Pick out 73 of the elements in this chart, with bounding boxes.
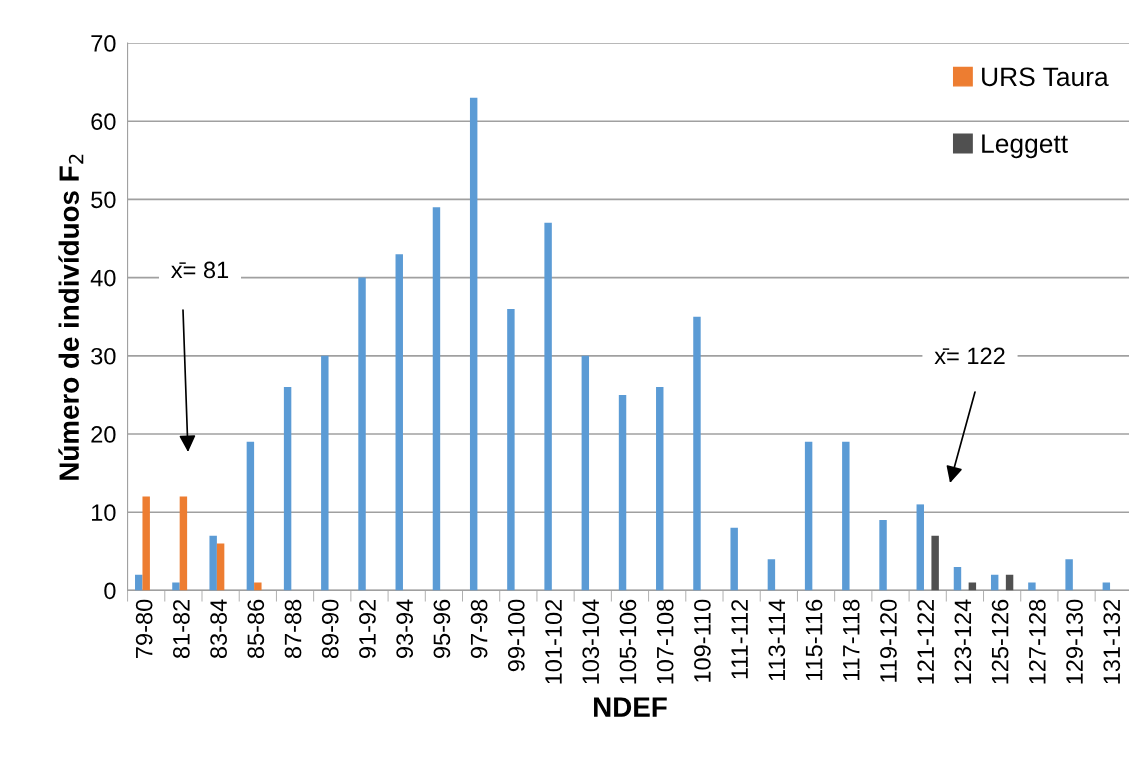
bar [730, 527, 738, 591]
x-tick-label: 93-94 [396, 599, 414, 659]
bar [953, 566, 962, 591]
bar [216, 543, 225, 591]
x-tick-label: 131-132 [1103, 599, 1121, 684]
bar [581, 355, 590, 591]
bar [179, 496, 188, 591]
bar [1065, 559, 1073, 591]
bar [990, 574, 999, 591]
bar [395, 254, 403, 591]
bar [618, 394, 627, 591]
bar [767, 559, 776, 591]
x-tick-label: 97-98 [470, 599, 488, 659]
x-tick-label: 117-118 [842, 599, 860, 681]
x-tick-label: 121-122 [917, 599, 934, 684]
y-tick-label: 0 [104, 582, 116, 600]
bar [916, 504, 924, 591]
bar [544, 222, 552, 591]
x-tick-label: 105-106 [619, 599, 637, 684]
x-tick-label: 101-102 [545, 599, 562, 684]
bar [656, 387, 664, 591]
annotation: x̄= 122 [934, 347, 1005, 365]
x-tick-label: 129-130 [1066, 599, 1083, 684]
x-tick-label: 119-120 [880, 599, 897, 682]
bar [254, 582, 262, 591]
y-tick-label: 60 [91, 113, 116, 130]
bar [469, 97, 478, 591]
x-tick-label: 123-124 [954, 599, 972, 684]
x-tick-label: 103-104 [582, 599, 600, 684]
x-tick-label: 89-90 [321, 599, 339, 659]
x-tick-label: 85-86 [247, 599, 265, 659]
bar [172, 582, 180, 591]
x-tick-label: 115-116 [805, 599, 823, 681]
x-tick-label: 95-96 [433, 599, 451, 659]
bar [1005, 574, 1014, 591]
bar [842, 441, 850, 591]
bar [432, 207, 441, 591]
x-tick-label: 79-80 [135, 599, 153, 658]
x-tick-label: 81-82 [173, 599, 190, 659]
x-tick-label: 113-114 [768, 599, 786, 681]
bar [283, 387, 292, 591]
x-tick-label: 87-88 [284, 599, 302, 659]
bar [246, 441, 255, 591]
legend-label: URS Taura [982, 67, 1109, 87]
y-axis-title: Número de indivíduos F$_{2}$ [58, 154, 84, 480]
y-tick-label: 10 [92, 504, 116, 521]
x-tick-label: 125-126 [991, 599, 1009, 684]
x-tick-label: 99-100 [507, 599, 525, 672]
x-axis-title: NDEF [594, 697, 667, 717]
bar [142, 496, 150, 591]
bar [931, 535, 939, 591]
y-tick-label: 20 [91, 426, 116, 443]
x-tick-label: 127-128 [1028, 599, 1046, 684]
bar [1028, 582, 1036, 591]
bar [879, 520, 887, 591]
x-tick-label: 91-92 [359, 599, 376, 659]
x-tick-label: 83-84 [210, 599, 227, 659]
x-tick-label: 107-108 [656, 599, 674, 684]
y-tick-label: 30 [91, 347, 116, 365]
legend-label: Leggett [982, 134, 1068, 159]
bar [209, 535, 217, 591]
x-tick-label: 109-110 [694, 599, 711, 682]
bar [804, 441, 813, 591]
bar [358, 277, 366, 591]
bar [507, 308, 515, 591]
x-tick-label: 111-112 [731, 599, 748, 679]
y-tick-label: 70 [91, 35, 116, 52]
bar [693, 316, 701, 591]
y-tick-label: 50 [91, 191, 116, 209]
bar [321, 355, 329, 591]
y-tick-label: 40 [90, 269, 116, 287]
annotation: x̄= 81 [171, 261, 229, 279]
bar [135, 574, 143, 591]
